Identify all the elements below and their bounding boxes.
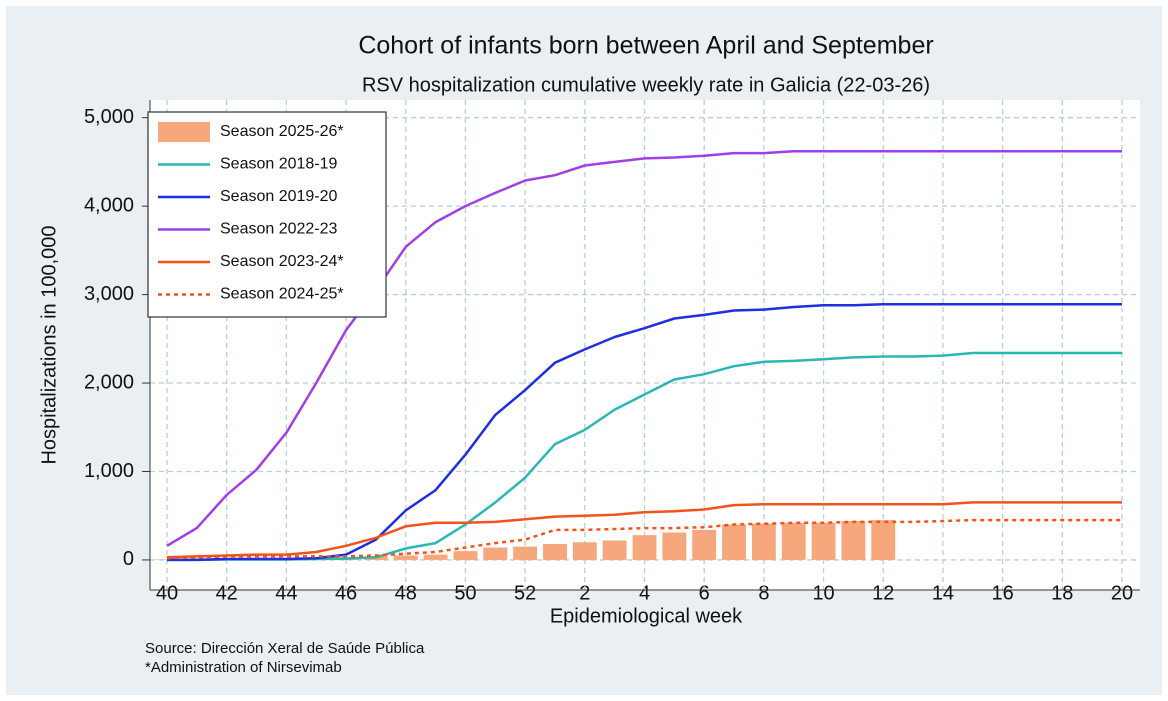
x-tick-label: 6 <box>699 582 710 604</box>
x-tick-label: 46 <box>335 582 357 604</box>
legend-box <box>147 111 387 318</box>
bar <box>692 529 717 560</box>
bar <box>781 522 806 560</box>
x-tick-label: 8 <box>758 582 769 604</box>
bar <box>751 523 776 560</box>
bar <box>423 554 448 560</box>
footnote: *Administration of Nirsevimab <box>145 659 342 676</box>
bar <box>871 520 896 560</box>
bar <box>453 551 478 560</box>
legend-label: Season 2019-20 <box>220 188 338 205</box>
x-tick-label: 50 <box>454 582 476 604</box>
bar <box>393 555 418 560</box>
chart-subtitle: RSV hospitalization cumulative weekly ra… <box>362 74 930 96</box>
y-tick-label: 2,000 <box>84 371 134 393</box>
x-tick-label: 2 <box>579 582 590 604</box>
series-line <box>166 518 1122 560</box>
x-tick-label: 14 <box>932 582 954 604</box>
bar <box>841 521 866 560</box>
legend-swatch <box>158 122 210 142</box>
legend-label: Season 2023-24* <box>220 253 344 270</box>
x-tick-label: 12 <box>872 582 894 604</box>
series-line <box>166 501 1122 559</box>
legend-label: Season 2022-23 <box>220 221 338 238</box>
chart-title: Cohort of infants born between April and… <box>358 32 933 60</box>
bar <box>483 547 508 560</box>
source-note: Source: Dirección Xeral de Saúde Pública <box>145 640 425 657</box>
bar <box>632 535 657 560</box>
x-tick-label: 18 <box>1051 582 1073 604</box>
legend-label: Season 2024-25* <box>220 286 344 303</box>
bar <box>722 524 746 560</box>
y-tick-label: 0 <box>123 548 134 570</box>
bar <box>572 542 597 560</box>
x-tick-label: 44 <box>275 582 297 604</box>
x-tick-label: 16 <box>992 582 1014 604</box>
bar <box>662 532 687 560</box>
x-tick-label: 42 <box>216 582 238 604</box>
x-tick-label: 20 <box>1111 582 1133 604</box>
y-tick-label: 5,000 <box>84 106 134 128</box>
x-tick-label: 48 <box>395 582 417 604</box>
bar <box>602 540 627 560</box>
x-axis-label: Epidemiological week <box>550 605 743 627</box>
bar <box>513 546 538 560</box>
series-line <box>167 351 1122 562</box>
bar <box>811 522 836 560</box>
bar <box>543 544 567 560</box>
x-tick-label: 10 <box>812 582 834 604</box>
x-tick-label: 40 <box>156 582 178 604</box>
y-tick-label: 3,000 <box>84 283 134 305</box>
legend-label: Season 2018-19 <box>220 156 338 173</box>
x-tick-label: 4 <box>639 582 650 604</box>
x-tick-label: 52 <box>514 582 536 604</box>
legend-label: Season 2025-26* <box>220 123 344 140</box>
series-line <box>167 303 1122 562</box>
y-tick-label: 4,000 <box>84 194 134 216</box>
y-tick-label: 1,000 <box>84 460 134 482</box>
series-line <box>166 150 1122 547</box>
y-axis-label: Hospitalizations in 100,000 <box>38 225 60 464</box>
